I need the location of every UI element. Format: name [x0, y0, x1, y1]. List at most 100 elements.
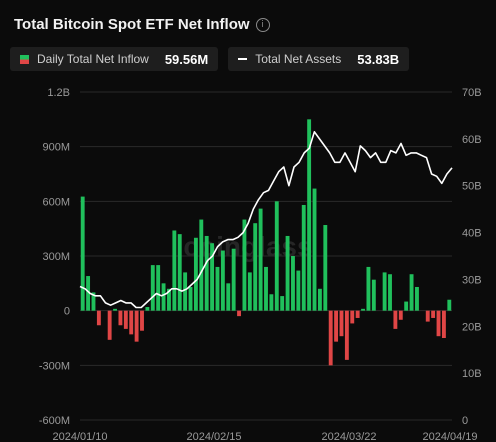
inflow-bar: [371, 279, 376, 311]
legend-assets-value: 53.83B: [357, 51, 400, 67]
inflow-bar: [312, 188, 317, 311]
inflow-bar: [150, 265, 155, 311]
inflow-bar: [80, 196, 85, 311]
inflow-bar: [129, 310, 134, 335]
inflow-bar: [226, 283, 231, 311]
inflow-bar: [123, 310, 128, 329]
title-row: Total Bitcoin Spot ETF Net Inflow i: [14, 16, 270, 33]
y-left-tick-label: 300M: [42, 251, 70, 263]
y-left-tick-label: 1.2B: [47, 87, 70, 99]
y-left-tick-label: -300M: [39, 360, 70, 372]
inflow-bar: [264, 266, 268, 311]
inflow-bar: [296, 270, 301, 311]
inflow-bar: [204, 235, 209, 311]
inflow-bar: [361, 308, 365, 311]
inflow-bar: [210, 243, 215, 311]
inflow-bar: [253, 223, 258, 311]
inflow-bar: [350, 310, 355, 324]
inflow-bar: [339, 310, 344, 337]
y-left-tick-label: -600M: [39, 415, 70, 427]
inflow-bar: [285, 235, 290, 311]
assets-line: [79, 131, 453, 309]
x-tick-label: 2024/01/10: [52, 431, 107, 442]
y-left-tick-label: 900M: [42, 142, 70, 154]
inflow-bar: [366, 266, 371, 311]
assets-line-icon: [238, 58, 248, 60]
inflow-bar: [280, 296, 285, 311]
inflow-bar: [167, 288, 171, 311]
inflow-bar: [441, 310, 446, 338]
inflow-bar: [431, 310, 436, 318]
inflow-bar: [301, 204, 306, 311]
inflow-bar: [161, 283, 166, 311]
y-right-tick-label: 60B: [462, 134, 482, 146]
inflow-bar: [188, 286, 193, 311]
inflow-bar: [199, 219, 204, 311]
inflow-bar: [344, 310, 349, 360]
y-right-tick-label: 20B: [462, 321, 482, 333]
inflow-bar: [140, 310, 144, 331]
inflow-bar: [409, 274, 414, 311]
inflow-bar: [404, 301, 409, 311]
inflow-bar: [183, 272, 188, 311]
inflow-bar: [274, 201, 279, 311]
inflow-bar: [237, 310, 241, 317]
legend-assets-label: Total Net Assets: [255, 52, 342, 66]
inflow-bar: [269, 294, 274, 311]
y-left-tick-label: 0: [64, 306, 70, 318]
inflow-bar: [328, 310, 333, 366]
inflow-bar: [134, 310, 139, 342]
x-tick-label: 2024/02/15: [186, 431, 241, 442]
inflow-bar: [436, 310, 441, 337]
inflow-bar: [156, 265, 161, 311]
inflow-bar: [388, 274, 392, 311]
inflow-bar: [86, 276, 91, 311]
inflow-bar: [425, 310, 430, 322]
inflow-swatch-icon: [20, 54, 29, 64]
inflow-bar: [231, 248, 236, 311]
inflow-bar: [317, 288, 322, 311]
info-icon[interactable]: i: [255, 18, 270, 32]
legend-inflow-value: 59.56M: [164, 51, 209, 67]
inflow-bar: [355, 310, 360, 318]
y-left-tick-label: 600M: [42, 196, 70, 208]
y-right-tick-label: 50B: [462, 181, 482, 193]
inflow-bar: [172, 230, 177, 311]
y-right-tick-label: 70B: [462, 87, 482, 99]
inflow-bar: [247, 272, 252, 311]
inflow-bar: [415, 286, 419, 311]
inflow-bar: [382, 272, 387, 311]
inflow-bar: [242, 219, 247, 311]
legend-inflow[interactable]: Daily Total Net Inflow 59.56M: [10, 47, 219, 71]
inflow-bar: [215, 266, 220, 311]
inflow-bar: [393, 310, 398, 329]
legend-assets[interactable]: Total Net Assets 53.83B: [228, 47, 410, 71]
chart-title: Total Bitcoin Spot ETF Net Inflow: [14, 16, 250, 33]
inflow-bar: [398, 310, 403, 320]
y-right-tick-label: 0: [462, 415, 468, 427]
inflow-bar: [107, 310, 112, 340]
inflow-bar: [334, 310, 339, 342]
y-right-tick-label: 10B: [462, 368, 482, 380]
inflow-bar: [145, 307, 150, 311]
inflow-bar: [258, 208, 263, 311]
inflow-bar: [220, 250, 225, 311]
inflow-bar: [193, 237, 198, 311]
y-right-tick-label: 30B: [462, 274, 482, 286]
inflow-bar: [113, 308, 117, 311]
inflow-bar: [96, 310, 101, 326]
inflow-bar: [291, 256, 295, 311]
y-right-tick-label: 40B: [462, 228, 482, 240]
x-tick-label: 2024/03/22: [321, 431, 376, 442]
legend: Daily Total Net Inflow 59.56M Total Net …: [10, 47, 410, 71]
legend-inflow-label: Daily Total Net Inflow: [37, 52, 149, 66]
inflow-bar: [447, 299, 452, 311]
inflow-bar: [91, 292, 96, 311]
inflow-bar: [177, 234, 182, 311]
x-tick-label: 2024/04/19: [422, 431, 477, 442]
inflow-bar: [323, 225, 328, 311]
inflow-bar: [307, 119, 312, 311]
inflow-bar: [118, 310, 123, 326]
